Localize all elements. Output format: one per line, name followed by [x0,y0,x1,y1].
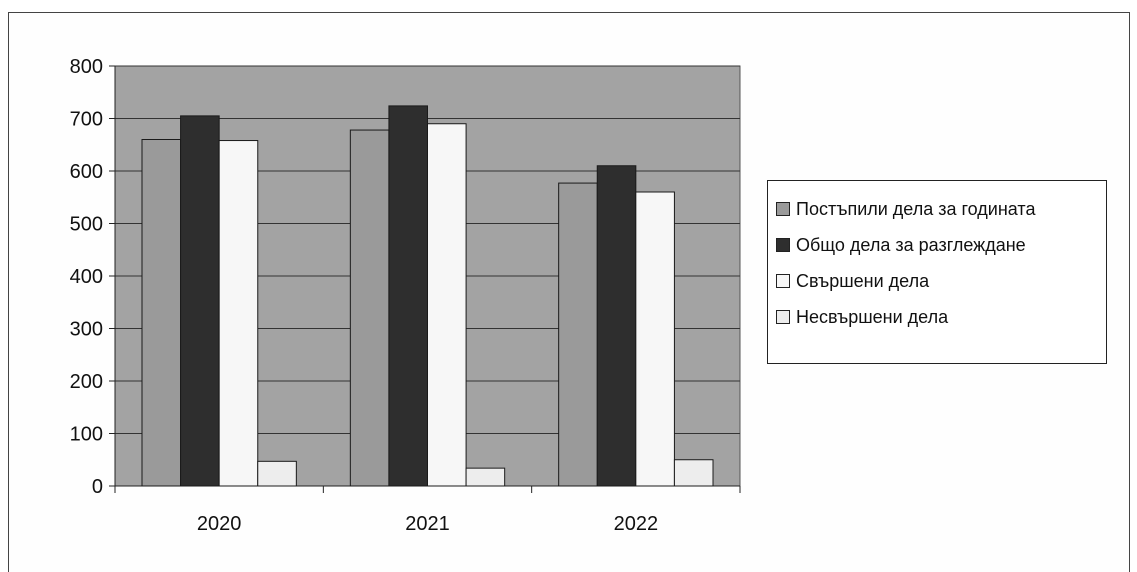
x-tick-label: 2020 [197,513,242,535]
legend: Постъпили дела за годината Общо дела за … [767,180,1107,364]
bar-completed-2022 [635,191,675,487]
bar-received-2021 [349,129,390,487]
bar-total-2021 [388,105,428,487]
bar-received-2020 [141,139,182,487]
legend-label-pending: Несвършени дела [796,306,949,327]
x-axis: 2020 2021 2022 [114,485,741,535]
legend-swatch-received [776,202,790,216]
legend-item-received: Постъпили дела за годината [776,191,1106,227]
bars [141,105,714,487]
legend-swatch-total [776,238,790,252]
bar-pending-2020 [257,460,297,487]
y-axis: 0 100 200 300 400 500 600 700 800 [70,56,116,498]
bar-completed-2020 [218,140,259,487]
legend-label-total: Общо дела за разглеждане [796,234,1026,255]
y-tick-label: 500 [70,214,103,236]
bar-pending-2022 [673,459,714,487]
y-tick-label: 800 [70,56,103,78]
y-tick-label: 100 [70,424,103,446]
y-tick-label: 600 [70,161,103,183]
y-tick-label: 400 [70,266,103,288]
bar-received-2022 [558,182,598,487]
y-tick-label: 300 [70,319,103,341]
bar-total-2022 [596,165,637,487]
y-tick-label: 200 [70,371,103,393]
y-tick-label: 700 [70,109,103,131]
legend-swatch-completed [776,274,790,288]
bar-pending-2021 [465,467,506,487]
x-tick-label: 2021 [405,513,450,535]
legend-item-total: Общо дела за разглеждане [776,227,1106,263]
legend-label-completed: Свършени дела [796,270,930,291]
legend-item-completed: Свършени дела [776,263,1106,299]
x-tick-label: 2022 [614,513,659,535]
legend-label-received: Постъпили дела за годината [796,198,1036,219]
legend-swatch-pending [776,310,790,324]
y-tick-label: 0 [92,476,103,498]
bar-completed-2021 [427,123,467,487]
bar-total-2020 [180,115,220,487]
legend-item-pending: Несвършени дела [776,299,1106,335]
